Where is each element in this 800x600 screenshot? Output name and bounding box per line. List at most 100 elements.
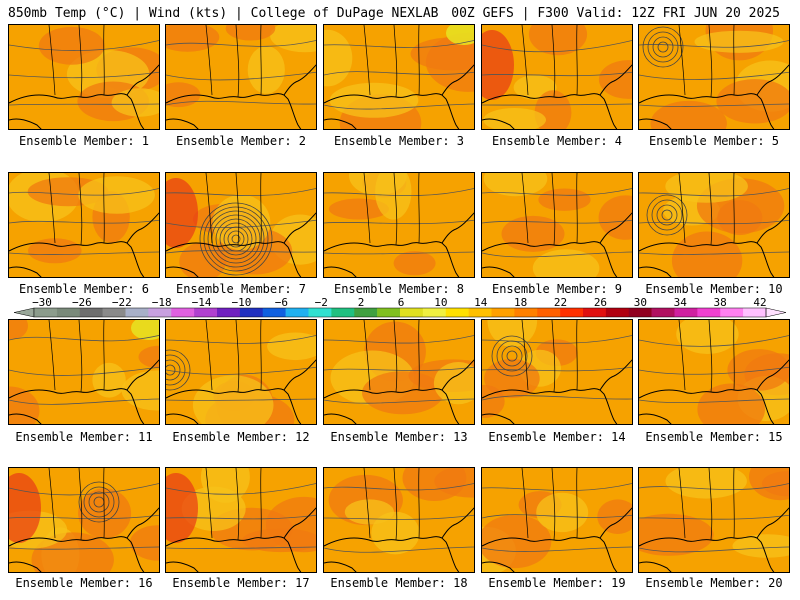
low-pressure-contour — [166, 349, 191, 391]
temperature-map — [639, 320, 789, 424]
ensemble-member-label: Ensemble Member: 10 — [645, 282, 783, 296]
low-pressure-contour — [166, 364, 176, 376]
ensemble-panel — [638, 24, 790, 130]
temperature-shading — [598, 195, 632, 240]
state-border — [363, 320, 420, 393]
temperature-shading — [598, 60, 632, 99]
ensemble-member-label: Ensemble Member: 3 — [333, 134, 465, 148]
temperature-shading — [484, 358, 540, 399]
height-contour — [324, 546, 474, 553]
height-contour — [166, 514, 316, 520]
temperature-shading — [329, 82, 419, 118]
coastline — [482, 561, 515, 572]
coastline — [9, 359, 159, 424]
temperature-shading — [393, 251, 436, 276]
ensemble-member-label: Ensemble Member: 12 — [172, 430, 310, 444]
coastline — [639, 561, 672, 572]
temperature-map — [482, 25, 632, 129]
state-border — [48, 320, 105, 393]
low-pressure-contour — [219, 222, 253, 256]
height-contour — [482, 366, 632, 372]
ensemble-member-label: Ensemble Member: 6 — [18, 282, 150, 296]
state-border — [678, 173, 735, 246]
colorbar-left-arrow — [13, 307, 35, 318]
temperature-shading — [267, 332, 316, 361]
coastline — [482, 64, 632, 129]
ensemble-member-label: Ensemble Member: 4 — [491, 134, 623, 148]
temperature-map — [639, 173, 789, 277]
colorbar-swatch — [445, 308, 469, 317]
height-contour — [482, 395, 632, 401]
low-pressure-contour — [203, 206, 269, 272]
height-contour — [639, 546, 789, 553]
height-contour — [482, 219, 632, 224]
state-border — [205, 320, 262, 393]
ensemble-panel — [481, 172, 633, 278]
colorbar-swatch — [217, 308, 241, 317]
ensemble-panel — [638, 319, 790, 425]
state-border — [363, 468, 420, 541]
low-pressure-contour — [223, 226, 249, 252]
temperature-shading — [639, 513, 714, 556]
temperature-shading — [528, 25, 588, 56]
low-pressure-contour — [227, 230, 245, 248]
temperature-shading — [362, 371, 444, 415]
coastline — [639, 359, 789, 424]
height-contour — [482, 103, 632, 106]
coastline — [9, 507, 159, 572]
state-border — [48, 173, 105, 246]
ensemble-member-label: Ensemble Member: 14 — [488, 430, 626, 444]
height-contour — [166, 546, 316, 549]
state-border — [521, 173, 578, 246]
height-contour — [482, 71, 632, 77]
colorbar-tick-label: −14 — [191, 296, 212, 309]
height-contour — [482, 251, 632, 258]
temperature-shading — [138, 345, 159, 369]
coastline — [9, 212, 159, 277]
ensemble-panel — [165, 172, 317, 278]
temperature-map — [482, 468, 632, 572]
ensemble-member-label: Ensemble Member: 5 — [648, 134, 780, 148]
ensemble-panel — [481, 467, 633, 573]
height-contour — [324, 366, 474, 371]
height-contour — [9, 335, 159, 342]
colorbar-swatch — [514, 308, 538, 317]
colorbar-swatch — [422, 308, 447, 317]
colorbar-swatch — [285, 308, 309, 317]
colorbar-tick-label: 6 — [397, 296, 405, 309]
coastline — [639, 212, 789, 277]
temperature-map — [9, 173, 159, 277]
temperature-shading — [225, 25, 276, 41]
coastline — [9, 118, 42, 129]
coastline — [639, 266, 672, 277]
coastline — [639, 64, 789, 129]
state-border — [678, 468, 735, 541]
ensemble-member-label: Ensemble Member: 1 — [18, 134, 150, 148]
height-contour — [639, 71, 789, 80]
colorbar-swatch — [194, 308, 218, 317]
colorbar-right-arrow — [765, 307, 787, 318]
coastline — [166, 266, 199, 277]
temperature-map — [639, 468, 789, 572]
temperature-shading — [111, 88, 159, 117]
low-pressure-contour — [647, 31, 679, 63]
height-contour — [9, 546, 159, 550]
ensemble-member-label: Ensemble Member: 18 — [330, 576, 468, 590]
hot-shading — [166, 178, 198, 248]
low-pressure-contour — [501, 345, 523, 367]
temperature-map — [324, 25, 474, 129]
temperature-shading — [371, 511, 420, 555]
ensemble-panel — [638, 467, 790, 573]
colorbar-swatch — [239, 308, 264, 317]
ensemble-panel — [8, 319, 160, 425]
height-contour — [482, 188, 632, 196]
height-contour — [324, 483, 474, 491]
colorbar-swatch — [148, 308, 172, 317]
colorbar-tick-label: 34 — [673, 296, 687, 309]
low-pressure-contour — [506, 350, 518, 362]
ensemble-panel — [481, 319, 633, 425]
ensemble-panel — [481, 24, 633, 130]
colorbar-swatch — [651, 308, 675, 317]
colorbar-tick-label: −10 — [231, 296, 252, 309]
temperature-shading — [410, 37, 474, 71]
